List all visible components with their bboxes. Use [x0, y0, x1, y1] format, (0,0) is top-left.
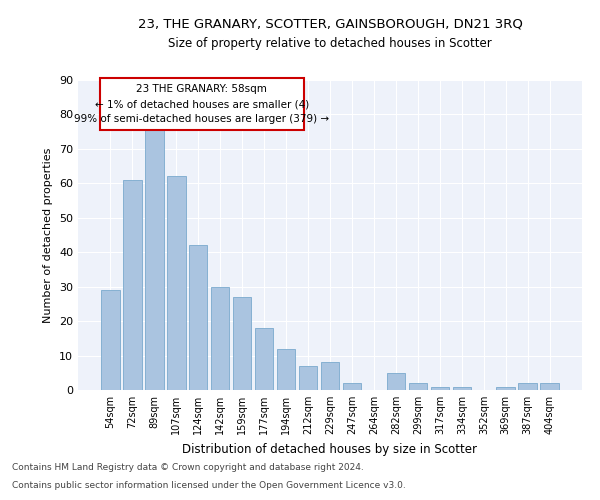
- Bar: [277, 348, 295, 390]
- Bar: [101, 290, 119, 390]
- Bar: [167, 176, 185, 390]
- Text: 23 THE GRANARY: 58sqm
← 1% of detached houses are smaller (4)
99% of semi-detach: 23 THE GRANARY: 58sqm ← 1% of detached h…: [74, 84, 329, 124]
- FancyBboxPatch shape: [100, 78, 304, 130]
- Bar: [145, 128, 164, 390]
- Bar: [409, 383, 427, 390]
- Text: 23, THE GRANARY, SCOTTER, GAINSBOROUGH, DN21 3RQ: 23, THE GRANARY, SCOTTER, GAINSBOROUGH, …: [137, 18, 523, 30]
- Bar: [189, 246, 208, 390]
- Bar: [431, 386, 449, 390]
- Bar: [255, 328, 274, 390]
- Bar: [452, 386, 471, 390]
- Text: Size of property relative to detached houses in Scotter: Size of property relative to detached ho…: [168, 38, 492, 51]
- X-axis label: Distribution of detached houses by size in Scotter: Distribution of detached houses by size …: [182, 442, 478, 456]
- Y-axis label: Number of detached properties: Number of detached properties: [43, 148, 53, 322]
- Bar: [299, 366, 317, 390]
- Text: Contains HM Land Registry data © Crown copyright and database right 2024.: Contains HM Land Registry data © Crown c…: [12, 464, 364, 472]
- Bar: [123, 180, 142, 390]
- Bar: [386, 373, 405, 390]
- Bar: [518, 383, 537, 390]
- Bar: [343, 383, 361, 390]
- Text: Contains public sector information licensed under the Open Government Licence v3: Contains public sector information licen…: [12, 481, 406, 490]
- Bar: [211, 286, 229, 390]
- Bar: [233, 297, 251, 390]
- Bar: [496, 386, 515, 390]
- Bar: [320, 362, 340, 390]
- Bar: [541, 383, 559, 390]
